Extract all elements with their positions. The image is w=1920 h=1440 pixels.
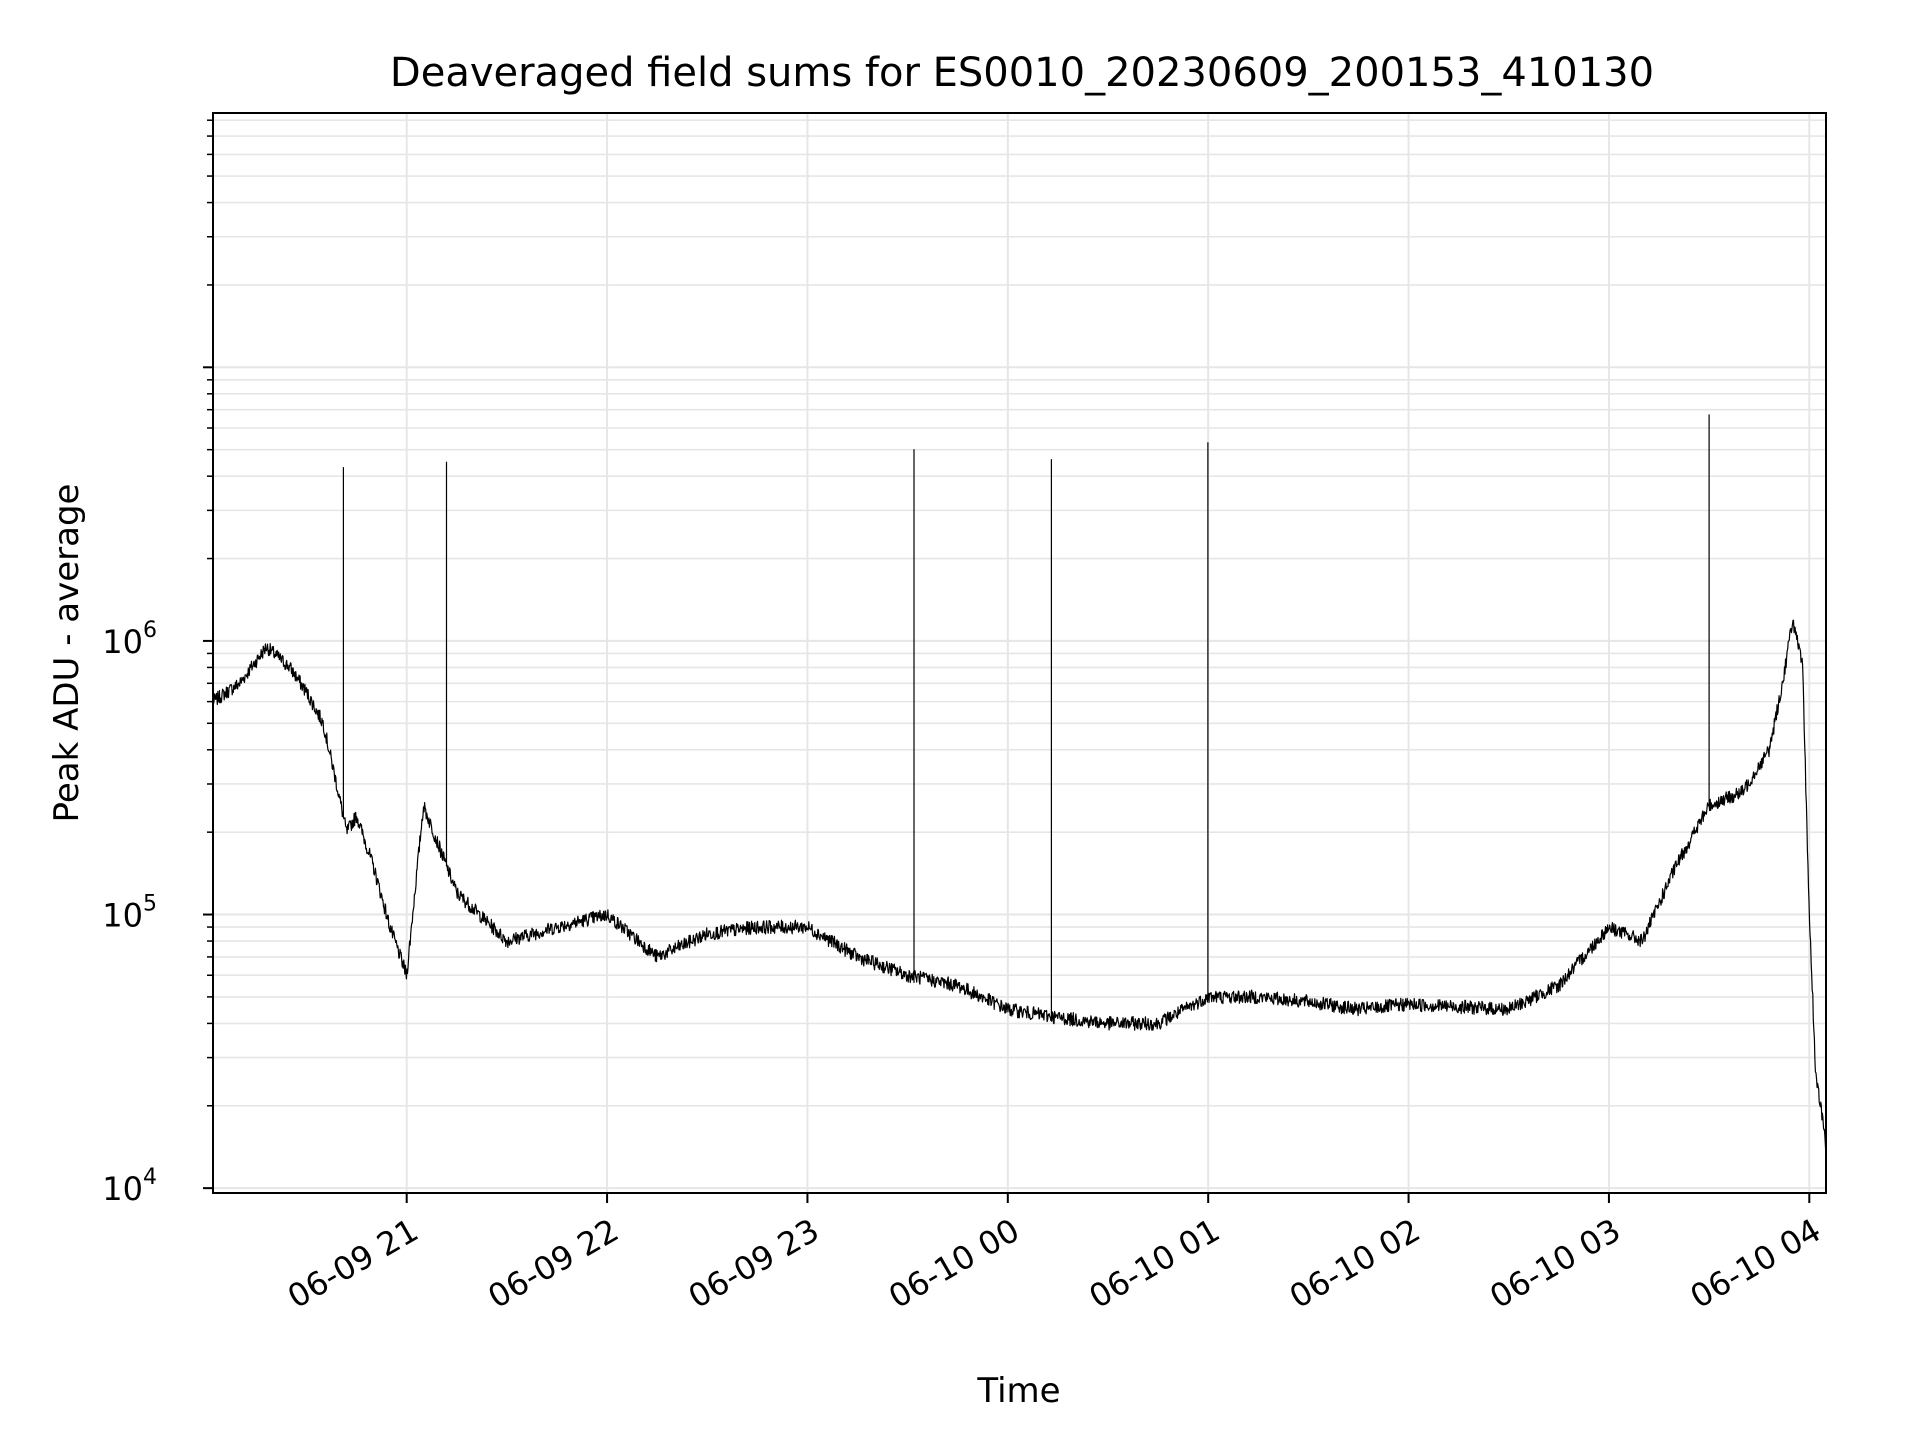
plot-area xyxy=(213,414,1826,1150)
x-tick-label: 06-10 02 xyxy=(1283,1211,1427,1316)
series-line xyxy=(213,414,1826,1150)
y-axis: 104 105 106 xyxy=(102,119,213,1208)
y-tick-label: 105 xyxy=(102,892,157,935)
x-tick-label: 06-10 00 xyxy=(882,1211,1026,1316)
x-tick-label: 06-10 04 xyxy=(1684,1211,1828,1316)
y-tick-label: 106 xyxy=(102,618,157,661)
x-tick-label: 06-09 21 xyxy=(281,1211,425,1316)
x-tick-label: 06-09 22 xyxy=(481,1211,625,1316)
x-tick-label: 06-10 01 xyxy=(1083,1211,1227,1316)
chart-title: Deaveraged field sums for ES0010_2023060… xyxy=(390,50,1654,96)
y-axis-label: Peak ADU - average xyxy=(47,484,87,823)
x-tick-label: 06-09 23 xyxy=(682,1211,826,1316)
x-axis: 06-09 21 06-09 22 06-09 23 06-10 00 06-10 01… xyxy=(281,1193,1827,1316)
x-axis-label: Time xyxy=(976,1371,1060,1411)
grid xyxy=(213,113,1826,1193)
y-tick-label: 104 xyxy=(102,1165,157,1208)
x-tick-label: 06-10 03 xyxy=(1483,1211,1627,1316)
